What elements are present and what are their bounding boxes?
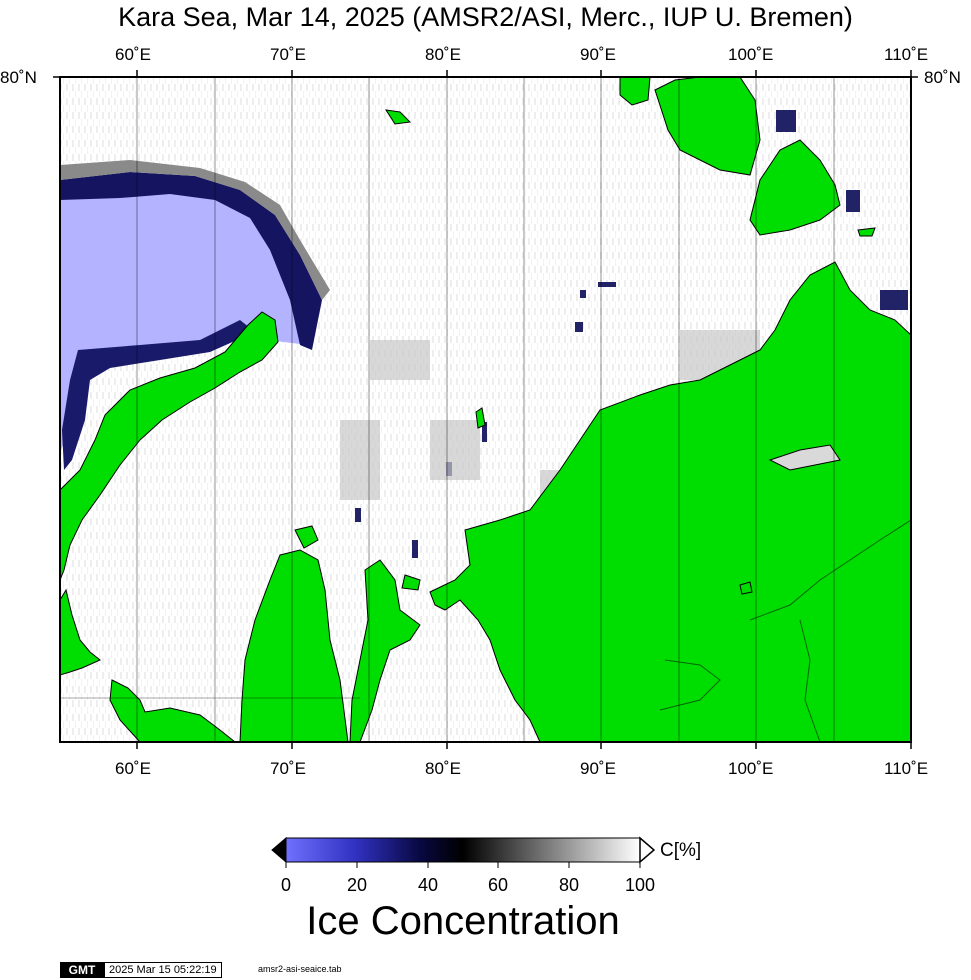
top-lon-label-60: 60˚E (115, 45, 151, 64)
gmt-timestamp: 2025 Mar 15 05:22:19 (104, 962, 222, 978)
top-lon-label-80: 80˚E (425, 45, 461, 64)
gmt-logo: GMT (60, 962, 104, 978)
taymyr-inlet (768, 444, 841, 471)
colorbar (271, 836, 656, 868)
colorbar-gradient (285, 837, 641, 863)
bottom-lon-label-60: 60˚E (115, 759, 151, 778)
severnaya-zemlya-3 (619, 77, 651, 106)
open-water (60, 188, 312, 452)
top-lon-label-70: 70˚E (270, 45, 306, 64)
land (60, 77, 911, 742)
ice-edge (60, 172, 322, 350)
top-lon-label-110: 110˚E (884, 45, 929, 64)
colorbar-low-triangle (271, 836, 287, 864)
lat-label-left: 80˚N (0, 68, 37, 87)
ice-edge-grey (60, 160, 330, 300)
colorbar-unit-label: C[%] (660, 840, 702, 861)
bottom-lon-label-100: 100˚E (728, 759, 774, 778)
land-borders (659, 519, 911, 742)
colorbar-high-triangle (639, 836, 656, 864)
island-ushakov (475, 407, 486, 429)
lat-label-right: 80˚N (924, 68, 961, 87)
gydan-peninsula (349, 559, 421, 742)
colorbar-tick-100: 100 (625, 875, 656, 895)
map-title: Kara Sea, Mar 14, 2025 (AMSR2/ASI, Merc.… (118, 2, 853, 32)
severnaya-zemlya-2 (749, 139, 841, 236)
bottom-lon-label-80: 80˚E (425, 759, 461, 778)
colorbar-tick-20: 20 (347, 875, 368, 895)
colorbar-tick-80: 80 (559, 875, 580, 895)
island-north (384, 109, 412, 125)
taymyr-mainland (429, 261, 911, 742)
yamal-peninsula (239, 549, 349, 742)
top-lon-label-100: 100˚E (728, 45, 774, 64)
novaya-zemlya-south (60, 588, 101, 676)
gmt-script-name: amsr2-asi-seaice.tab (258, 964, 342, 974)
top-lon-label-90: 90˚E (580, 45, 616, 64)
island-small (739, 581, 753, 595)
gydan-islands (401, 574, 421, 591)
bottom-lon-label-110: 110˚E (884, 759, 929, 778)
map-frame (59, 76, 912, 743)
colorbar-tick-0: 0 (281, 875, 292, 895)
bottom-lon-label-90: 90˚E (580, 759, 616, 778)
bely-island (294, 525, 319, 549)
graticule (60, 77, 835, 742)
island-right (857, 227, 876, 237)
colorbar-tick-40: 40 (418, 875, 439, 895)
colorbar-tick-60: 60 (488, 875, 509, 895)
frame-ticks (53, 70, 918, 749)
ice-edge-south (62, 320, 255, 470)
colorbar-caption: Ice Concentration (306, 899, 620, 943)
ice-leads (355, 110, 908, 558)
novaya-zemlya (60, 311, 279, 581)
bottom-lon-label-70: 70˚E (270, 759, 306, 778)
